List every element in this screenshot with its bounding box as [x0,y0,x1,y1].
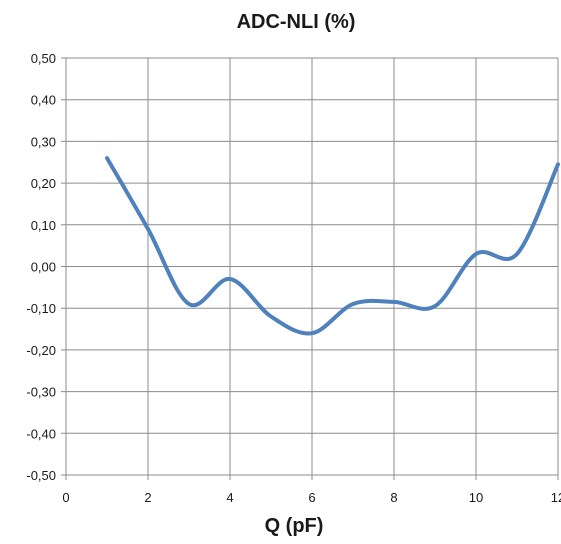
y-tick-label: 0,20 [31,176,56,191]
x-axis-ticks: 0 2 4 6 8 10 12 [62,490,561,505]
series-line [105,156,560,336]
x-tick-label: 4 [226,490,233,505]
series-layer [105,156,560,336]
x-tick-label: 10 [469,490,483,505]
y-tick-label: -0,40 [26,426,56,441]
y-tick-label: -0,20 [26,343,56,358]
x-axis-label: Q (pF) [265,515,324,537]
grid [61,57,559,480]
y-axis-ticks: 0,50 0,40 0,30 0,20 0,10 0,00 -0,10 -0,20 -0,30 -… [26,51,56,483]
x-tick-label: 8 [390,490,397,505]
x-tick-label: 12 [551,490,561,505]
y-tick-label: 0,00 [31,260,56,275]
y-tick-label: 0,30 [31,134,56,149]
x-tick-label: 0 [62,490,69,505]
y-tick-label: -0,10 [26,301,56,316]
y-tick-label: -0,30 [26,385,56,400]
chart-title: ADC-NLI (%) [237,11,356,33]
y-tick-label: 0,10 [31,218,56,233]
y-tick-label: 0,50 [31,51,56,66]
x-tick-label: 2 [144,490,151,505]
y-tick-label: -0,50 [26,468,56,483]
x-tick-label: 6 [308,490,315,505]
y-tick-label: 0,40 [31,93,56,108]
